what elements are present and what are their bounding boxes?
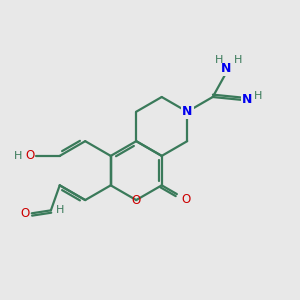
Text: N: N — [182, 105, 192, 118]
Text: O: O — [132, 194, 141, 207]
Text: O: O — [25, 149, 34, 162]
Text: H: H — [56, 206, 64, 215]
Text: N: N — [221, 61, 231, 75]
Text: H: H — [254, 91, 262, 100]
Text: O: O — [181, 193, 190, 206]
Text: H: H — [234, 55, 242, 65]
Text: H: H — [14, 151, 23, 161]
Text: N: N — [242, 93, 253, 106]
Text: O: O — [21, 207, 30, 220]
Text: H: H — [215, 55, 224, 65]
